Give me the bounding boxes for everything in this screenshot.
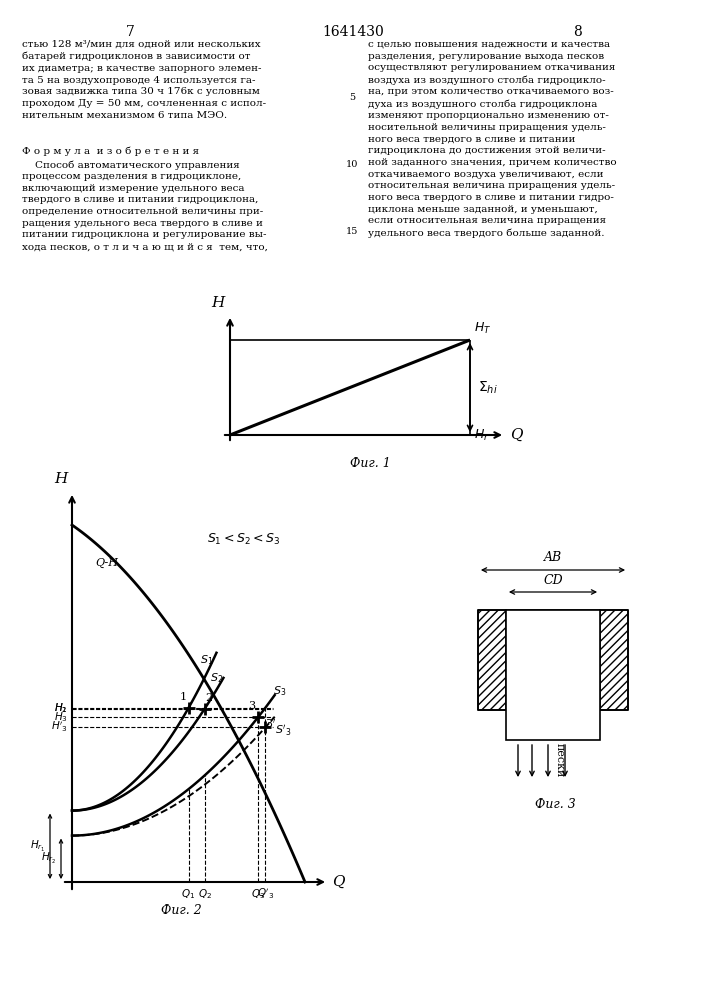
Text: CD: CD — [543, 574, 563, 587]
Text: $S_1$: $S_1$ — [201, 654, 214, 667]
Text: Q-H: Q-H — [95, 558, 118, 568]
Text: $\Sigma_{hi}$: $\Sigma_{hi}$ — [478, 379, 498, 396]
Text: H: H — [211, 296, 224, 310]
Text: Ф о р м у л а  и з о б р е т е н и я: Ф о р м у л а и з о б р е т е н и я — [22, 146, 199, 155]
Text: $Q'_3$: $Q'_3$ — [257, 887, 274, 901]
Text: 2: 2 — [205, 693, 212, 703]
Text: $S'_3$: $S'_3$ — [276, 723, 292, 738]
Text: стью 128 м³/мин для одной или нескольких
батарей гидроциклонов в зависимости от
: стью 128 м³/мин для одной или нескольких… — [22, 40, 266, 120]
Text: 1: 1 — [180, 692, 187, 702]
Text: Фиг. 2: Фиг. 2 — [160, 904, 201, 917]
Text: AB: AB — [544, 551, 562, 564]
Text: $Q_3$: $Q_3$ — [251, 887, 266, 901]
Text: $Q_2$: $Q_2$ — [198, 887, 212, 901]
Text: с целью повышения надежности и качества
разделения, регулирование выхода песков
: с целью повышения надежности и качества … — [368, 40, 617, 238]
Text: $H'_3$: $H'_3$ — [51, 720, 68, 734]
Text: 15: 15 — [346, 227, 358, 236]
Text: Фиг. 3: Фиг. 3 — [534, 798, 575, 811]
Text: пески: пески — [555, 743, 565, 777]
Text: 10: 10 — [346, 160, 358, 169]
Text: $H_r$: $H_r$ — [474, 427, 489, 443]
Text: $3'$: $3'$ — [265, 717, 276, 730]
Text: Q: Q — [510, 428, 522, 442]
Text: 1641430: 1641430 — [322, 25, 385, 39]
Text: $Q_1$: $Q_1$ — [182, 887, 196, 901]
Text: 5: 5 — [349, 93, 355, 102]
Text: Q: Q — [332, 875, 344, 889]
Text: $S_1 < S_2 < S_3$: $S_1 < S_2 < S_3$ — [207, 532, 281, 547]
Text: Фиг. 1: Фиг. 1 — [350, 457, 390, 470]
Text: $S_2$: $S_2$ — [210, 671, 223, 685]
Text: $H_{r_2}$: $H_{r_2}$ — [42, 851, 57, 866]
Text: $H_T$: $H_T$ — [474, 321, 491, 336]
Text: H: H — [54, 472, 67, 486]
Text: 7: 7 — [126, 25, 134, 39]
Text: $S_3$: $S_3$ — [273, 685, 286, 698]
Text: Способ автоматического управления
процессом разделения в гидроциклоне,
включающи: Способ автоматического управления процес… — [22, 160, 268, 251]
Text: $H_3$: $H_3$ — [54, 710, 68, 724]
Text: 3: 3 — [248, 701, 255, 711]
Bar — [600, 610, 628, 710]
Text: $H_1$: $H_1$ — [54, 701, 68, 715]
Text: 8: 8 — [573, 25, 581, 39]
Text: $H_{r_1}$: $H_{r_1}$ — [30, 839, 46, 854]
Text: $H_2$: $H_2$ — [54, 702, 68, 715]
Bar — [506, 610, 600, 740]
Bar — [478, 610, 506, 710]
